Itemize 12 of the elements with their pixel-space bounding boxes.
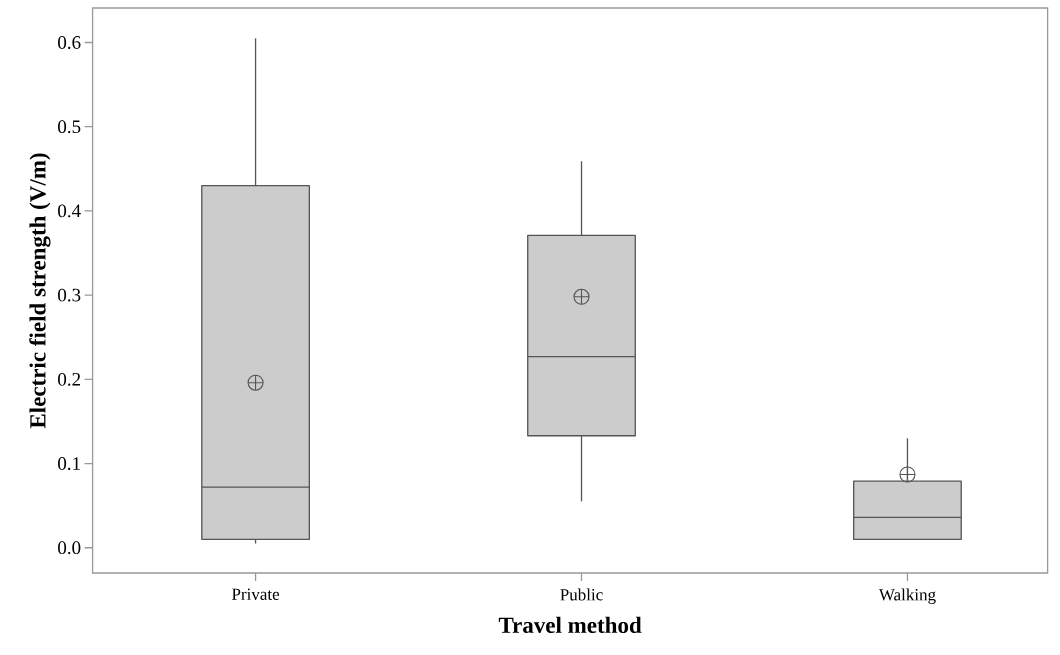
x-tick-label: Walking <box>878 588 936 604</box>
y-axis-title: Electric field strength (V/m) <box>29 153 51 429</box>
y-tick-label: 0.6 <box>58 36 81 49</box>
y-tick-label: 0.4 <box>58 204 81 218</box>
y-tick-label: 0.1 <box>58 457 80 470</box>
y-tick-label: 0.5 <box>58 120 81 134</box>
y-tick-label: 0.2 <box>58 372 81 386</box>
x-tick-label: Private <box>231 588 280 600</box>
x-tick-label: Public <box>560 588 603 601</box>
y-tick-label: 0.0 <box>58 541 81 555</box>
x-axis-title: Travel method <box>498 616 642 633</box>
y-tick-label: 0.3 <box>58 288 81 302</box>
